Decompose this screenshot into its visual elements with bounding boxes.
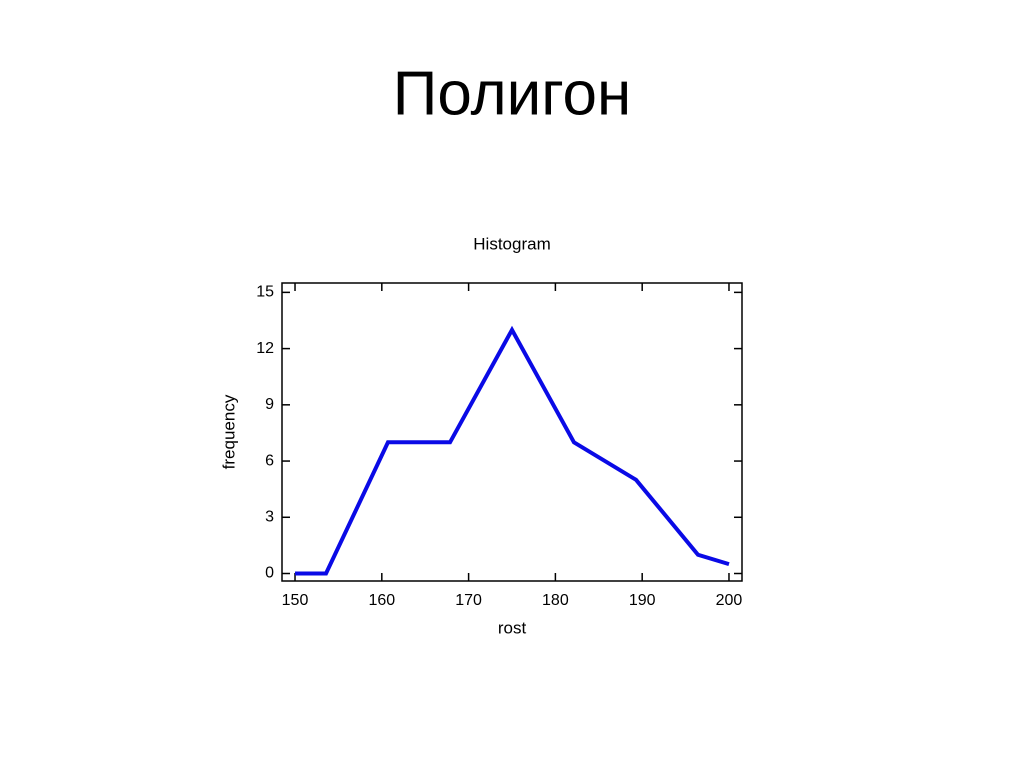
y-tick-label: 6	[265, 452, 274, 469]
y-tick-label: 12	[256, 340, 274, 357]
data-line	[295, 325, 730, 576]
x-tick-label: 150	[282, 592, 309, 609]
y-tick-label: 15	[256, 284, 274, 301]
plot-frame	[281, 282, 743, 582]
y-tick-label: 9	[265, 396, 274, 413]
x-tick-label: 160	[368, 592, 395, 609]
x-tick-label: 170	[455, 592, 482, 609]
slide-title: Полигон	[393, 59, 631, 128]
x-tick-label: 200	[716, 592, 743, 609]
y-tick-label: 0	[265, 565, 274, 582]
chart-title: Histogram	[473, 234, 550, 253]
x-axis-label: rost	[498, 618, 527, 637]
y-axis-label: frequency	[219, 394, 238, 469]
y-tick-label: 3	[265, 508, 274, 525]
x-tick-label: 190	[629, 592, 656, 609]
x-tick-label: 180	[542, 592, 569, 609]
